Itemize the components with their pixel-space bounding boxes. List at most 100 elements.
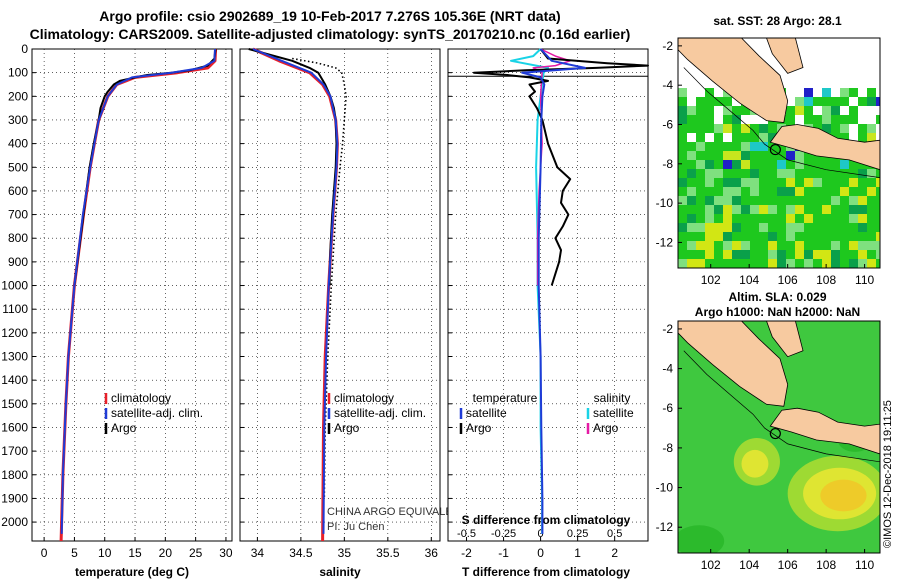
sst-cell bbox=[786, 259, 795, 268]
sst-cell bbox=[795, 151, 804, 160]
sst-cell bbox=[768, 124, 777, 133]
sst-cell bbox=[786, 178, 795, 187]
sst-cell bbox=[741, 187, 750, 196]
sst-cell bbox=[732, 223, 741, 232]
sst-cell bbox=[678, 259, 687, 268]
sst-cell bbox=[696, 223, 705, 232]
sst-cell bbox=[786, 169, 795, 178]
sst-cell bbox=[714, 124, 723, 133]
sst-cell bbox=[867, 241, 876, 250]
sst-cell bbox=[786, 214, 795, 223]
sst-cell bbox=[678, 124, 687, 133]
plot-frame bbox=[31, 48, 233, 542]
sst-cell bbox=[696, 97, 705, 106]
sst-cell bbox=[777, 196, 786, 205]
sst-cell bbox=[759, 214, 768, 223]
y-tick-label: 300 bbox=[8, 113, 28, 127]
sst-cell bbox=[849, 223, 858, 232]
sst-cell bbox=[705, 160, 714, 169]
sumatra-land bbox=[678, 321, 789, 407]
sst-cell bbox=[822, 97, 831, 106]
sst-cell bbox=[795, 250, 804, 259]
sst-cell bbox=[687, 124, 696, 133]
sst-cell bbox=[750, 142, 759, 151]
sst-cell bbox=[831, 205, 840, 214]
y-tick-label: 1500 bbox=[1, 397, 28, 411]
sst-cell bbox=[705, 223, 714, 232]
sst-cell bbox=[741, 106, 750, 115]
sst-cell bbox=[714, 151, 723, 160]
sst-cell bbox=[723, 97, 732, 106]
diff-legend-t-satellite-label: satellite bbox=[466, 406, 507, 420]
sst-cell bbox=[768, 250, 777, 259]
sst-cell bbox=[786, 106, 795, 115]
sst-cell bbox=[786, 241, 795, 250]
sst-cell bbox=[714, 196, 723, 205]
sst-cell bbox=[795, 232, 804, 241]
sst-cell bbox=[804, 169, 813, 178]
sst-cell bbox=[822, 115, 831, 124]
sst-cell bbox=[750, 223, 759, 232]
sst-cell bbox=[777, 250, 786, 259]
y-tick-label: 1800 bbox=[1, 468, 28, 482]
sst-cell bbox=[768, 187, 777, 196]
x-tick-label: 35.5 bbox=[376, 546, 400, 560]
sst-cell bbox=[777, 232, 786, 241]
sst-cell bbox=[786, 232, 795, 241]
sst-cell bbox=[876, 232, 880, 241]
sst-cell bbox=[678, 106, 687, 115]
map-y-tick-label: -12 bbox=[656, 520, 674, 534]
sst-cell bbox=[687, 178, 696, 187]
sst-cell bbox=[768, 178, 777, 187]
sst-cell bbox=[696, 142, 705, 151]
sst-cell bbox=[831, 259, 840, 268]
s-tick-label: -0.5 bbox=[457, 528, 476, 540]
sst-cell bbox=[840, 259, 849, 268]
s-tick-label: -0.25 bbox=[491, 528, 516, 540]
sst-cell bbox=[813, 250, 822, 259]
sst-cell bbox=[768, 241, 777, 250]
sst-cell bbox=[678, 178, 687, 187]
y-tick-label: 400 bbox=[8, 137, 28, 151]
y-tick-label: 800 bbox=[8, 231, 28, 245]
sst-cell bbox=[714, 187, 723, 196]
sst-cell bbox=[804, 241, 813, 250]
sst-cell bbox=[813, 169, 822, 178]
float-marker bbox=[769, 427, 781, 440]
sst-cell bbox=[831, 232, 840, 241]
sst-cell bbox=[786, 250, 795, 259]
x-tick-label: 0 bbox=[41, 546, 48, 560]
sla-map-panel: 102 104 106 108 110 -2 -4 -6 -8 -10 -12 bbox=[656, 320, 881, 572]
sst-cell bbox=[759, 250, 768, 259]
float-pi-label: PI: Ju Chen bbox=[327, 521, 384, 533]
sst-cell bbox=[822, 205, 831, 214]
sst-cell bbox=[804, 115, 813, 124]
sst-cell bbox=[822, 223, 831, 232]
sst-cell bbox=[867, 178, 876, 187]
sst-cell bbox=[723, 214, 732, 223]
temp-legend-argo-label: Argo bbox=[111, 421, 137, 435]
sst-cell bbox=[732, 115, 741, 124]
sst-cell bbox=[795, 106, 804, 115]
sst-cell bbox=[858, 178, 867, 187]
sst-cell bbox=[876, 205, 880, 214]
sst-cell bbox=[822, 187, 831, 196]
diff-legend-s-argo-label: Argo bbox=[593, 421, 619, 435]
sst-cell bbox=[777, 169, 786, 178]
sst-cell bbox=[786, 187, 795, 196]
sst-cell bbox=[741, 214, 750, 223]
sst-cell bbox=[732, 106, 741, 115]
map-y-tick-label: -2 bbox=[662, 322, 673, 336]
sst-cell bbox=[759, 142, 768, 151]
map-y-tick-label: -10 bbox=[656, 196, 674, 210]
sst-cell bbox=[678, 88, 687, 97]
sst-cell bbox=[759, 205, 768, 214]
sst-cell bbox=[876, 178, 880, 187]
sst-cell bbox=[696, 241, 705, 250]
x-tick-label: 10 bbox=[98, 546, 112, 560]
sst-cell bbox=[678, 196, 687, 205]
sst-cell bbox=[741, 151, 750, 160]
map-y-tick-label: -10 bbox=[656, 481, 674, 495]
sst-cell bbox=[822, 259, 831, 268]
sst-cell bbox=[840, 223, 849, 232]
